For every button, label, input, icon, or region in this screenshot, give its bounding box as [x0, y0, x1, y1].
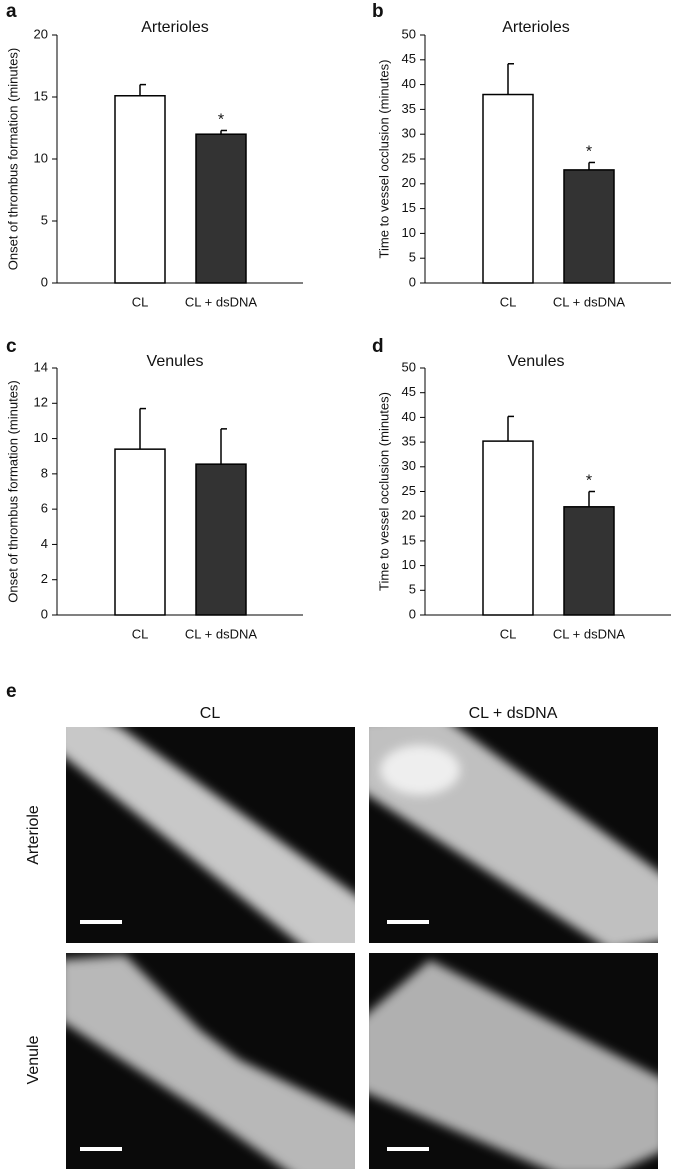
micrographs	[66, 727, 658, 1169]
y-tick-label: 45	[402, 384, 416, 399]
significance: *	[218, 112, 224, 129]
x-tick-label: CL + dsDNA	[185, 626, 257, 641]
y-tick-label: 30	[402, 126, 416, 141]
y-tick-label: 12	[34, 395, 48, 410]
vessel	[66, 727, 355, 943]
panel-letter: e	[6, 681, 17, 702]
y-tick-label: 0	[41, 274, 48, 289]
y-tick-label: 35	[402, 434, 416, 449]
y-tick-label: 2	[41, 571, 48, 586]
y-tick-label: 8	[41, 465, 48, 480]
chart-title: Arterioles	[141, 19, 209, 36]
bar	[563, 506, 615, 616]
y-tick-label: 10	[402, 225, 416, 240]
column-label: CL	[200, 705, 221, 722]
chart-title: Arterioles	[502, 19, 570, 36]
y-tick-label: 4	[41, 536, 48, 551]
y-tick-label: 20	[402, 175, 416, 190]
y-tick-label: 45	[402, 51, 416, 66]
y-tick-label: 5	[409, 250, 416, 265]
panel-letter: d	[372, 336, 384, 357]
panel-letter: a	[6, 1, 17, 22]
y-tick-label: 35	[402, 101, 416, 116]
y-tick-label: 15	[34, 88, 48, 103]
x-tick-label: CL	[500, 294, 517, 309]
y-tick-label: 15	[402, 200, 416, 215]
chart-title: Venules	[147, 353, 204, 370]
significance: *	[586, 144, 592, 161]
bar	[195, 463, 247, 616]
bar	[114, 448, 166, 616]
x-tick-label: CL	[500, 626, 517, 641]
x-tick-label: CL + dsDNA	[553, 626, 625, 641]
y-tick-label: 10	[34, 150, 48, 165]
y-tick-label: 50	[402, 359, 416, 374]
y-tick-label: 25	[402, 483, 416, 498]
y-tick-label: 40	[402, 76, 416, 91]
vessel	[369, 960, 658, 1169]
y-tick-label: 5	[409, 582, 416, 597]
x-tick-label: CL + dsDNA	[553, 294, 625, 309]
bar	[563, 169, 615, 284]
y-tick-label: 20	[34, 26, 48, 41]
x-tick-label: CL	[132, 626, 149, 641]
y-tick-label: 10	[402, 557, 416, 572]
panel-letter: c	[6, 336, 17, 357]
y-tick-label: 5	[41, 212, 48, 227]
y-tick-label: 0	[409, 606, 416, 621]
x-tick-label: CL + dsDNA	[185, 294, 257, 309]
column-label: CL + dsDNA	[469, 705, 558, 722]
y-tick-label: 0	[409, 274, 416, 289]
y-tick-label: 40	[402, 409, 416, 424]
bar	[482, 93, 534, 284]
thrombus	[380, 745, 460, 795]
bar	[195, 133, 247, 284]
y-tick-label: 25	[402, 150, 416, 165]
vessel	[66, 955, 355, 1169]
x-tick-label: CL	[132, 294, 149, 309]
y-tick-label: 30	[402, 458, 416, 473]
panel-letter: b	[372, 1, 384, 22]
row-label: Arteriole	[25, 805, 42, 865]
y-tick-label: 14	[34, 359, 48, 374]
y-tick-label: 15	[402, 532, 416, 547]
y-tick-label: 20	[402, 508, 416, 523]
y-tick-label: 10	[34, 430, 48, 445]
bar	[482, 440, 534, 616]
bar	[114, 95, 166, 284]
y-axis-label: Time to vessel occlusion (minutes)	[376, 60, 391, 259]
y-axis-label: Onset of thrombus formation (minutes)	[5, 48, 20, 271]
significance: *	[586, 473, 592, 490]
row-label: Venule	[25, 1035, 42, 1084]
chart-title: Venules	[508, 353, 565, 370]
y-axis-label: Time to vessel occlusion (minutes)	[376, 392, 391, 591]
y-tick-label: 50	[402, 26, 416, 41]
y-axis-label: Onset of thrombus formation (minutes)	[5, 380, 20, 603]
y-tick-label: 6	[41, 501, 48, 516]
y-tick-label: 0	[41, 606, 48, 621]
